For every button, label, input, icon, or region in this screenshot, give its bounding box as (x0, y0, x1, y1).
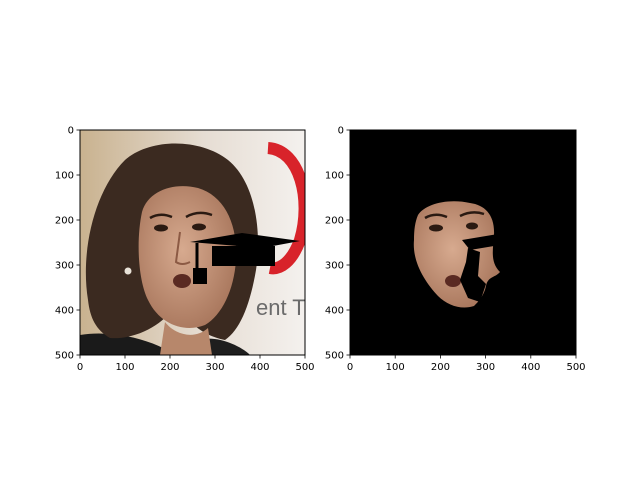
logo-arc (266, 142, 305, 275)
right-y-tick-label: 200 (325, 216, 344, 227)
right-y-tick-label: 0 (338, 126, 344, 137)
right-x-tick-label: 200 (431, 362, 450, 373)
face (138, 186, 237, 328)
mouth (173, 274, 191, 288)
right-y-tick-label: 500 (325, 351, 344, 362)
left-eyebrow (149, 213, 173, 220)
graduation-cap-icon (190, 233, 300, 284)
right-y-tick-label: 100 (325, 171, 344, 182)
right-eyebrow (185, 211, 213, 219)
left-x-tick-label: 200 (160, 362, 179, 373)
right-x-tick-label: 0 (347, 362, 353, 373)
right-y-tick-label: 400 (325, 306, 344, 317)
logo-text: ent T (256, 295, 306, 320)
right-x-tick-label: 500 (566, 362, 585, 373)
seg-right-eye (466, 222, 478, 230)
left-x-tick-label: 500 (295, 362, 314, 373)
seg-cap-cutout (462, 234, 498, 250)
left-x-tick-label: 0 (77, 362, 83, 373)
seg-cutout (460, 248, 486, 302)
left-y-tick-label: 100 (55, 171, 74, 182)
left-image-panel: ent T (80, 130, 306, 355)
right-x-tick-label: 300 (476, 362, 495, 373)
right-axes-frame (349, 129, 577, 356)
left-y-tick-label: 0 (68, 126, 74, 137)
right-image-panel (350, 130, 576, 355)
right-eye (192, 223, 206, 231)
seg-left-eye (429, 224, 443, 232)
right-y-tick-label: 300 (325, 261, 344, 272)
seg-right-eyebrow (459, 211, 485, 218)
left-x-tick-label: 300 (205, 362, 224, 373)
clothing-right (200, 338, 250, 355)
seg-left-eyebrow (424, 213, 448, 220)
left-eye (154, 224, 168, 232)
left-x-tick-label: 400 (250, 362, 269, 373)
left-y-tick-label: 200 (55, 216, 74, 227)
clothing-left (80, 333, 175, 355)
left-y-tick-label: 400 (55, 306, 74, 317)
right-x-tick-label: 400 (521, 362, 540, 373)
right-x-tick-label: 100 (386, 362, 405, 373)
earring (124, 267, 132, 275)
left-axes-frame (79, 129, 306, 356)
left-x-tick-label: 100 (115, 362, 134, 373)
left-y-tick-label: 300 (55, 261, 74, 272)
nose (174, 231, 191, 265)
seg-mouth (445, 275, 461, 287)
left-y-tick-label: 500 (55, 351, 74, 362)
neck (160, 322, 212, 355)
